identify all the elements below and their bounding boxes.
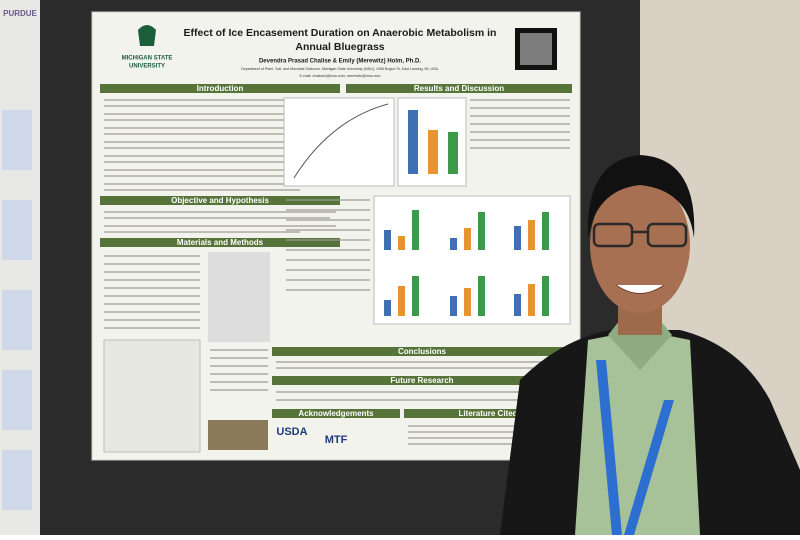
section-bar (272, 347, 572, 356)
authors: Devendra Prasad Chalise & Emily (Merewit… (259, 59, 421, 65)
photo (208, 252, 270, 342)
figure-panel (373, 195, 571, 325)
section-header: Materials and Methods (177, 238, 264, 247)
figure-bar (428, 130, 438, 174)
diagram (103, 339, 201, 453)
lanyard (624, 400, 674, 535)
section-header: Introduction (197, 84, 244, 93)
section-header: Conclusions (398, 347, 447, 356)
photo (208, 420, 268, 450)
email: E-mail: chalised@msu.edu; merewitz@msu.e… (300, 74, 381, 78)
qr-pattern (520, 33, 552, 65)
sponsor-logo: USDA (276, 426, 307, 438)
figure-panel (283, 97, 395, 187)
neighbor-poster (0, 0, 40, 535)
lanyard (596, 360, 622, 535)
title-line: Effect of Ice Encasement Duration on Ana… (184, 27, 497, 39)
spartan-icon (138, 25, 156, 46)
section-header: Objective and Hypothesis (171, 196, 269, 205)
section-bar (100, 196, 340, 205)
glasses (592, 222, 688, 248)
section-bar (346, 84, 572, 93)
figure-bar (408, 110, 418, 174)
person (500, 155, 800, 535)
qr-code (515, 28, 557, 70)
section-bar (404, 409, 572, 418)
title-line: Annual Bluegrass (295, 41, 384, 53)
affiliation: Department of Plant, Soil, and Microbial… (241, 67, 439, 71)
figure-bar (448, 132, 458, 174)
section-bar (100, 238, 340, 247)
logo-line: UNIVERSITY (129, 64, 165, 70)
figure-curve (293, 103, 389, 179)
section-bar (100, 84, 340, 93)
neighbor-figures (2, 110, 32, 510)
logo-line: MICHIGAN STATE (122, 56, 173, 62)
section-header: Future Research (390, 376, 453, 385)
section-header: Literature Cited (458, 409, 517, 418)
sponsor-logo: MTF (325, 434, 348, 446)
section-header: Acknowledgements (298, 409, 374, 418)
section-header: Results and Discussion (414, 84, 504, 93)
section-bar (272, 376, 572, 385)
neighbor-logo: PURDUE (3, 9, 37, 18)
face (590, 177, 690, 313)
hair (587, 155, 695, 238)
section-bar (272, 409, 400, 418)
figure-bars (384, 210, 549, 316)
smile (615, 284, 665, 294)
